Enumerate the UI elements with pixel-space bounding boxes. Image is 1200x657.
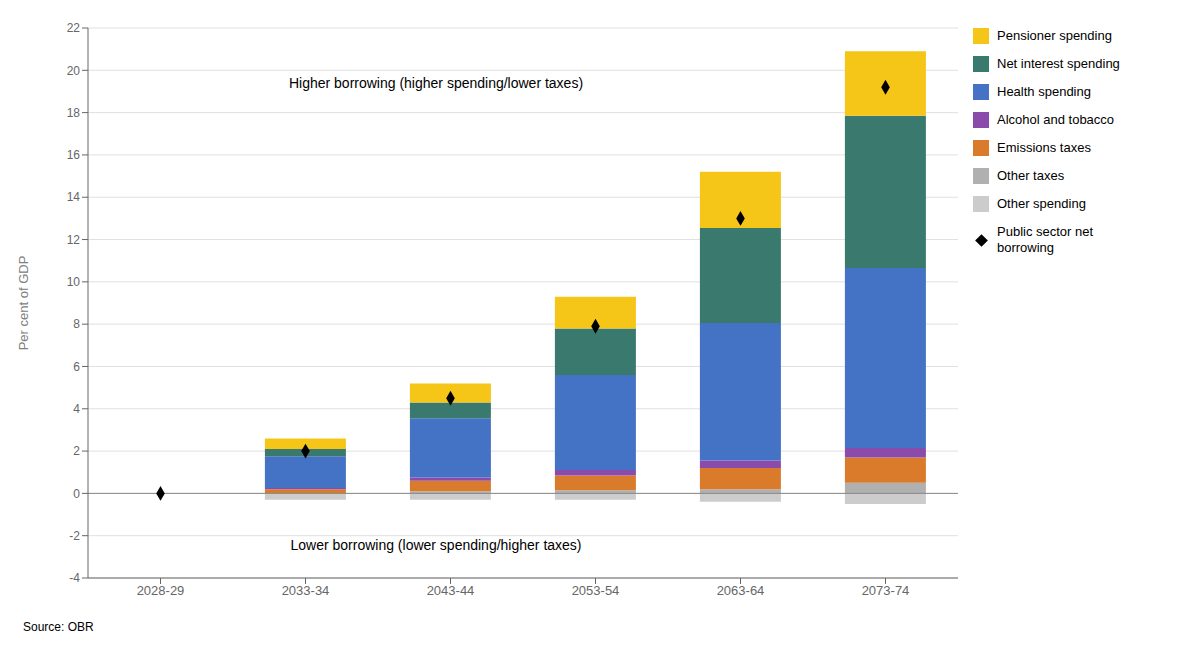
svg-text:-2: -2 [69,529,80,543]
svg-text:2063-64: 2063-64 [717,583,765,598]
html-text:Emissions taxes: Emissions taxes [997,140,1091,155]
svg-text:-4: -4 [69,571,80,585]
html-text:Health spending: Health spending [997,84,1091,99]
svg-text:14: 14 [67,190,81,204]
svg-text:6: 6 [73,360,80,374]
svg-text:22: 22 [67,21,81,35]
svg-text:2028-29: 2028-29 [137,583,185,598]
svg-text:20: 20 [67,64,81,78]
svg-text:2043-44: 2043-44 [427,583,475,598]
svg-text:Per cent of GDP: Per cent of GDP [16,256,31,351]
svg-text:2073-74: 2073-74 [862,583,910,598]
html-text:Pensioner spending: Pensioner spending [997,28,1112,43]
html-text:Source: OBR: Source: OBR [23,620,94,634]
svg-text:8: 8 [73,317,80,331]
html-text:Lower borrowing (lower spendin: Lower borrowing (lower spending/higher t… [290,537,582,553]
svg-text:0: 0 [73,487,80,501]
svg-text:2: 2 [73,444,80,458]
svg-text:10: 10 [67,275,81,289]
svg-text:2053-54: 2053-54 [572,583,620,598]
html-text:Other taxes: Other taxes [997,168,1065,183]
svg-text:2033-34: 2033-34 [282,583,330,598]
html-text:Public sector net borrowing: Public sector net borrowing [997,224,1094,255]
html-text:Higher borrowing (higher spend: Higher borrowing (higher spending/lower … [288,75,584,91]
html-text:Alcohol and tobacco: Alcohol and tobacco [997,112,1115,127]
html-text:Net interest spending: Net interest spending [997,56,1120,71]
svg-text:16: 16 [67,148,81,162]
svg-text:4: 4 [73,402,80,416]
svg-text:12: 12 [67,233,81,247]
html-text:Other spending: Other spending [997,196,1086,211]
svg-text:18: 18 [67,106,81,120]
